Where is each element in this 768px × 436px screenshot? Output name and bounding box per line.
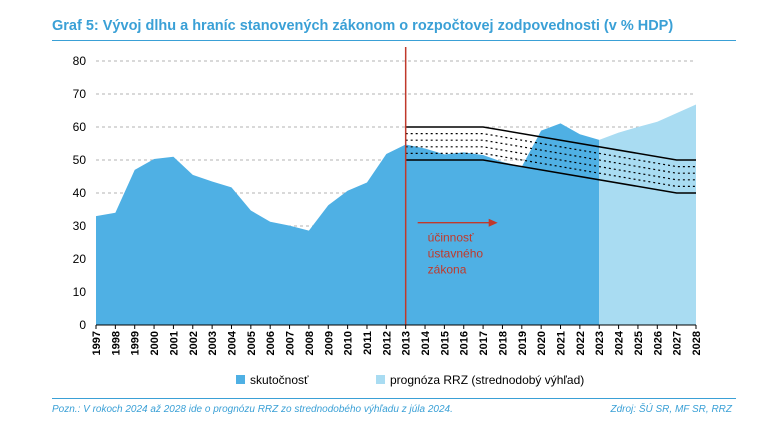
footer-divider: [52, 398, 736, 399]
lower-limit-line: [405, 159, 696, 194]
legend-swatch: [376, 375, 385, 384]
x-tick-label: 2013: [401, 331, 413, 355]
x-tick-label: 2012: [381, 331, 393, 355]
y-tick-label: 60: [73, 120, 87, 134]
legend-swatch: [236, 375, 245, 384]
x-tick-label: 2000: [149, 331, 161, 355]
x-tick-label: 2019: [517, 331, 529, 355]
y-tick-label: 70: [73, 87, 87, 101]
x-tick-label: 2027: [672, 331, 684, 355]
x-tick-label: 2006: [265, 331, 277, 355]
x-tick-label: 2007: [285, 331, 297, 355]
x-tick-label: 2022: [575, 331, 587, 355]
actual-debt-area: [96, 123, 600, 326]
x-tick-label: 2003: [207, 331, 219, 355]
x-tick-label: 2010: [343, 331, 355, 355]
annotation-arrow-head: [488, 218, 498, 227]
x-tick-label: 2020: [536, 331, 548, 355]
x-tick-label: 2024: [614, 330, 626, 355]
dotted-limit-line: [405, 139, 696, 174]
y-tick-label: 50: [73, 153, 87, 167]
legend: skutočnosť prognóza RRZ (strednodobý výhľ…: [236, 373, 584, 387]
forecast-debt-area: [599, 104, 696, 325]
title-divider: [52, 40, 736, 41]
y-tick-label: 80: [73, 54, 87, 68]
annotation-label: zákona: [428, 263, 467, 277]
x-tick-label: 2023: [594, 331, 606, 355]
x-tick-label: 2001: [168, 331, 180, 355]
x-tick-label: 2009: [323, 331, 335, 355]
x-tick-label: 1998: [110, 331, 122, 355]
x-tick-label: 2002: [188, 331, 200, 355]
axes: 0 10 20 30 40 50 60 70 80 1997 1998 1999 2000 2001 200…: [73, 54, 703, 355]
dotted-limit-line: [405, 133, 696, 168]
x-tick-label: 2008: [304, 331, 316, 355]
vertical-marker-group: účinnosť ústavného zákona: [404, 47, 498, 325]
y-tick-label: 20: [73, 252, 87, 266]
annotation-label: účinnosť: [428, 231, 474, 245]
legend-label: prognóza RRZ (strednodobý výhľad): [390, 373, 584, 387]
x-tick-label: 2025: [633, 331, 645, 355]
source-note: Zdroj: ŠÚ SR, MF SR, RRZ: [610, 404, 733, 415]
x-tick-label: 2014: [420, 330, 432, 355]
legend-label: skutočnosť: [250, 373, 309, 387]
x-tick-label: 2028: [691, 331, 703, 355]
x-tick-label: 2004: [226, 330, 238, 355]
x-tick-label: 2005: [246, 331, 258, 355]
y-tick-label: 30: [73, 219, 87, 233]
x-tick-label: 1997: [91, 331, 103, 355]
upper-limit-line: [405, 126, 696, 161]
x-tick-label: 1999: [130, 331, 142, 355]
chart-title: Graf 5: Vývoj dlhu a hraníc stanovených …: [52, 18, 674, 34]
annotation-label: ústavného: [428, 247, 484, 261]
x-tick-label: 2021: [556, 331, 568, 355]
x-tick-label: 2026: [652, 331, 664, 355]
x-tick-label: 2011: [362, 331, 374, 355]
y-tick-label: 0: [79, 318, 86, 332]
x-tick-label: 2016: [459, 331, 471, 355]
area-series: [96, 104, 696, 326]
dotted-limit-line: [405, 146, 696, 181]
footnote: Pozn.: V rokoch 2024 až 2028 ide o progn…: [52, 404, 453, 415]
y-tick-label: 40: [73, 186, 87, 200]
x-tick-label: 2018: [497, 331, 509, 355]
y-tick-label: 10: [73, 285, 87, 299]
x-tick-label: 2015: [439, 331, 451, 355]
dotted-limit-line: [405, 152, 696, 187]
x-tick-label: 2017: [478, 331, 490, 355]
limit-bands: [405, 126, 696, 194]
